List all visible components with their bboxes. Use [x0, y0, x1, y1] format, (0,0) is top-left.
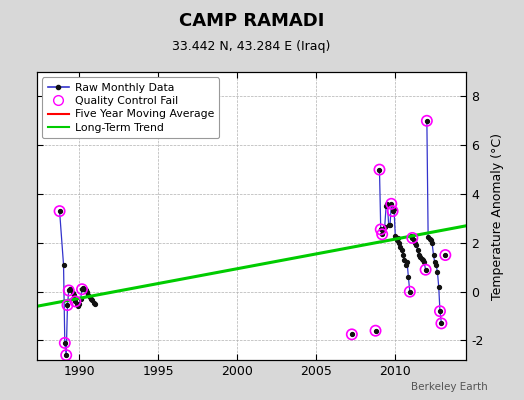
Text: Berkeley Earth: Berkeley Earth	[411, 382, 487, 392]
Point	[63, 302, 72, 308]
Text: 33.442 N, 43.284 E (Iraq): 33.442 N, 43.284 E (Iraq)	[172, 40, 331, 53]
Point	[437, 320, 445, 326]
Point	[421, 266, 430, 273]
Text: CAMP RAMADI: CAMP RAMADI	[179, 12, 324, 30]
Point	[387, 200, 396, 207]
Point	[372, 328, 380, 334]
Point	[377, 226, 385, 233]
Point	[388, 208, 397, 214]
Point	[62, 352, 70, 358]
Point	[78, 286, 86, 292]
Point	[423, 118, 431, 124]
Legend: Raw Monthly Data, Quality Control Fail, Five Year Moving Average, Long-Term Tren: Raw Monthly Data, Quality Control Fail, …	[42, 78, 220, 138]
Point	[406, 288, 414, 295]
Point	[436, 308, 444, 314]
Point	[56, 208, 64, 214]
Point	[408, 235, 417, 241]
Point	[71, 298, 80, 305]
Point	[441, 252, 450, 258]
Point	[378, 231, 386, 238]
Point	[64, 287, 73, 294]
Point	[375, 166, 384, 173]
Point	[347, 331, 356, 338]
Point	[61, 340, 69, 346]
Y-axis label: Temperature Anomaly (°C): Temperature Anomaly (°C)	[490, 132, 504, 300]
